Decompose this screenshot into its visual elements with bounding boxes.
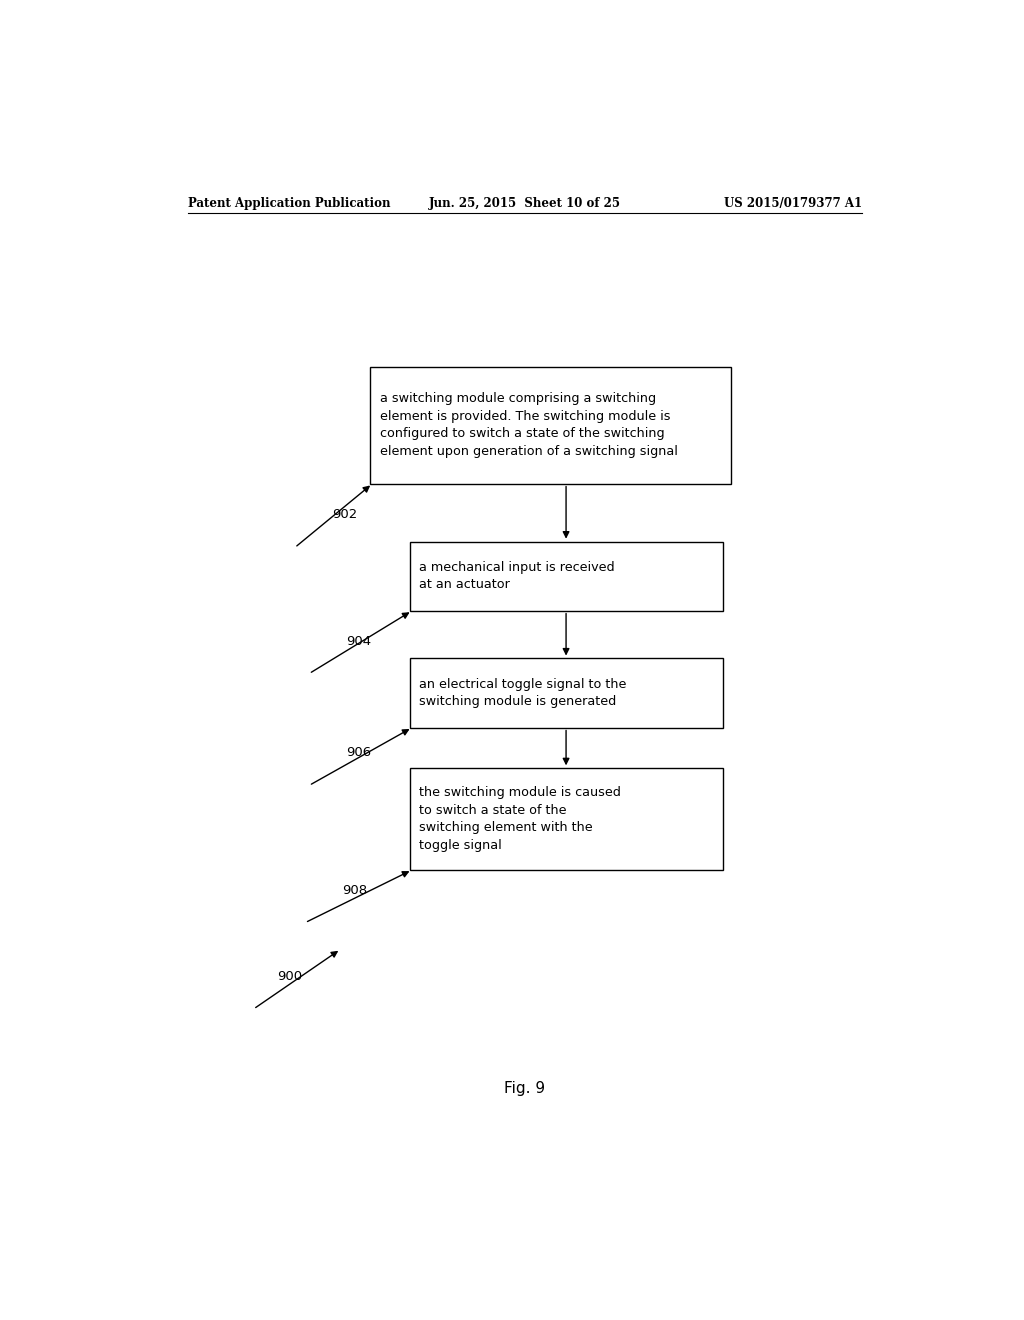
- Text: Fig. 9: Fig. 9: [504, 1081, 546, 1096]
- Text: an electrical toggle signal to the
switching module is generated: an electrical toggle signal to the switc…: [419, 677, 627, 709]
- Text: 908: 908: [342, 883, 368, 896]
- Text: 900: 900: [278, 970, 302, 983]
- Text: a switching module comprising a switching
element is provided. The switching mod: a switching module comprising a switchin…: [380, 392, 678, 458]
- Text: US 2015/0179377 A1: US 2015/0179377 A1: [724, 197, 862, 210]
- Text: 906: 906: [346, 747, 372, 759]
- Text: a mechanical input is received
at an actuator: a mechanical input is received at an act…: [419, 561, 614, 591]
- Text: Jun. 25, 2015  Sheet 10 of 25: Jun. 25, 2015 Sheet 10 of 25: [429, 197, 621, 210]
- Text: Patent Application Publication: Patent Application Publication: [187, 197, 390, 210]
- Bar: [410, 659, 723, 727]
- Text: 902: 902: [332, 508, 357, 520]
- Text: 904: 904: [346, 635, 372, 648]
- Bar: [370, 367, 731, 483]
- Text: the switching module is caused
to switch a state of the
switching element with t: the switching module is caused to switch…: [419, 787, 622, 851]
- Bar: [410, 768, 723, 870]
- Bar: [410, 541, 723, 611]
